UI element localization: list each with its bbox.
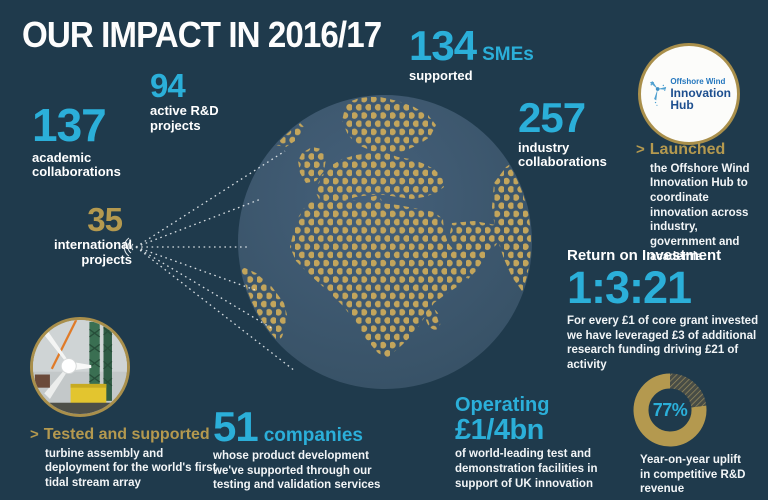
tested-heading: Tested and supported: [43, 426, 210, 443]
companies-body: whose product development we've supporte…: [213, 450, 381, 492]
stat-unit: companies: [263, 425, 363, 446]
stat-smes-supported: 134 SMEs supported: [409, 22, 534, 84]
logo-line-2: Innovation: [670, 85, 731, 100]
launched-body: the Offshore Wind Innovation Hub to coor…: [650, 162, 750, 263]
stat-academic-collaborations: 137 academic collaborations: [32, 99, 121, 180]
tidal-turbine-photo: [30, 317, 130, 417]
roi-body: For every £1 of core grant invested we h…: [567, 315, 759, 372]
stat-value: 35: [87, 201, 123, 238]
stat-value: 137: [32, 99, 107, 151]
stat-label: supported: [409, 68, 473, 83]
stat-value: 257: [518, 94, 586, 141]
chevron-icon: >: [636, 141, 645, 158]
operating-facilities: Operating £1/4bn of world-leading test a…: [455, 395, 620, 492]
logo-line-1: Offshore Wind: [670, 76, 726, 86]
operating-value: £1/4bn: [455, 414, 544, 446]
stat-label: active R&D projects: [150, 103, 219, 133]
turbine-logo-icon: [649, 81, 667, 106]
roi-heading: Return on Investment: [567, 247, 722, 264]
tested-callout: > Tested and supported turbine assembly …: [30, 426, 218, 491]
hub-logo-text: Offshore Wind Innovation Hub: [670, 76, 731, 112]
stat-industry-collaborations: 257 industry collaborations: [518, 94, 607, 170]
return-on-investment: Return on Investment 1:3:21 For every £1…: [567, 247, 767, 373]
stat-unit: SMEs: [482, 44, 534, 65]
stat-active-rd-projects: 94 active R&D projects: [150, 67, 219, 133]
stat-companies-supported: 51 companies whose product development w…: [213, 403, 393, 493]
launched-heading: Launched: [649, 141, 726, 158]
stat-value: 134: [409, 22, 477, 69]
operating-heading: Operating: [455, 394, 550, 416]
stat-international-projects: 35 international projects: [28, 201, 132, 267]
stat-value: 51: [213, 403, 259, 450]
chevron-icon: >: [30, 426, 39, 443]
stat-value: 94: [150, 67, 186, 104]
signal-arcs-icon: [123, 237, 134, 257]
tested-body: turbine assembly and deployment for the …: [45, 447, 217, 490]
stat-label: international projects: [53, 237, 132, 267]
page-title: OUR IMPACT IN 2016/17: [22, 14, 382, 55]
donut-percentage: 77%: [652, 399, 688, 420]
donut-chart: [633, 373, 707, 447]
stat-label: academic collaborations: [32, 149, 121, 180]
operating-body: of world-leading test and demonstration …: [455, 448, 598, 490]
launched-callout: > Launched the Offshore Wind Innovation …: [636, 141, 762, 265]
uplift-label: Year-on-year uplift in competitive R&D r…: [640, 454, 746, 496]
roi-value: 1:3:21: [567, 262, 692, 313]
offshore-wind-innovation-hub-logo: Offshore Wind Innovation Hub: [638, 43, 740, 145]
stat-label: industry collaborations: [518, 139, 607, 170]
globe-graphic: [238, 95, 532, 389]
logo-line-3: Hub: [670, 97, 694, 112]
